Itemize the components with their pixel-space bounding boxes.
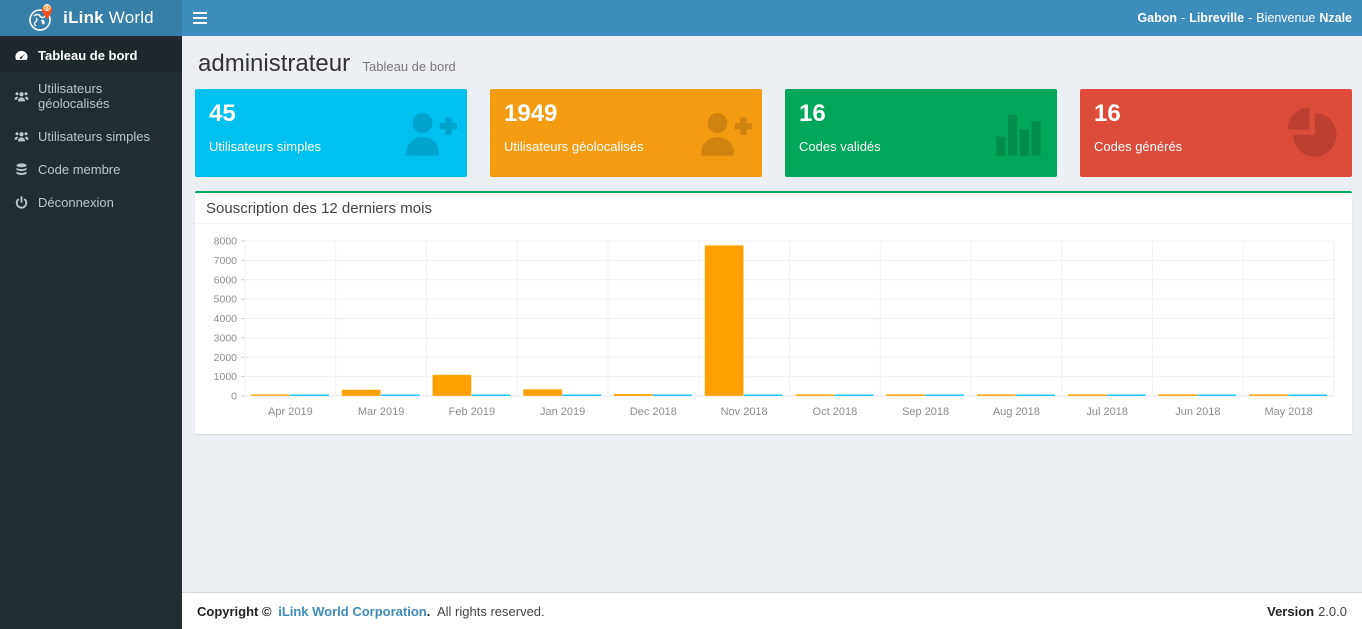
sidebar: Tableau de bord Utilisateurs géolocalisé… (0, 36, 182, 629)
brand-title: iLink World (63, 8, 154, 28)
navbar-greeting: Bienvenue (1256, 11, 1316, 25)
database-icon (16, 163, 27, 176)
svg-text:Oct 2018: Oct 2018 (813, 406, 858, 418)
svg-text:Jul 2018: Jul 2018 (1086, 406, 1128, 418)
users-icon (14, 91, 29, 101)
stat-label: Utilisateurs simples (209, 139, 321, 155)
stat-cards-row: 45 Utilisateurs simples 1949 Utilisateur… (195, 89, 1352, 177)
brand-light: World (108, 8, 154, 27)
footer-version: Version 2.0.0 (1267, 603, 1347, 619)
svg-text:$: $ (46, 6, 49, 12)
stat-value: 1949 (504, 100, 558, 127)
sidebar-item-label: Code membre (38, 162, 121, 177)
sidebar-item-utilisateurs-geolocalises[interactable]: Utilisateurs géolocalisés (0, 72, 182, 120)
sidebar-item-label: Utilisateurs simples (38, 129, 150, 144)
sidebar-item-code-membre[interactable]: Code membre (0, 153, 182, 186)
sidebar-item-label: Déconnexion (38, 195, 114, 210)
page-title: administrateur (198, 50, 351, 77)
sidebar-toggle-button[interactable] (182, 0, 226, 36)
stat-value: 16 (1094, 100, 1121, 127)
hamburger-icon (193, 11, 207, 15)
footer: Copyright © iLink World Corporation. All… (182, 592, 1362, 629)
separator: - (1181, 11, 1186, 25)
stat-label: Codes générés (1094, 139, 1183, 155)
panel-title: Souscription des 12 derniers mois (195, 193, 1352, 224)
svg-text:Jun 2018: Jun 2018 (1175, 406, 1220, 418)
panel-accent-border (195, 191, 1352, 193)
svg-text:Sep 2018: Sep 2018 (902, 406, 949, 418)
navbar-country: Gabon (1137, 11, 1178, 25)
stat-card-utilisateurs-geolocalises: 1949 Utilisateurs géolocalisés (490, 89, 762, 177)
footer-copyright-prefix: Copyright © (197, 603, 272, 619)
stat-card-codes-valides: 16 Codes validés (785, 89, 1057, 177)
navbar-user-info: Gabon - Libreville - Bienvenue Nzale (1137, 11, 1362, 25)
separator: - (1248, 11, 1253, 25)
subscription-bar-chart: 0 1000 2000 3000 4000 5000 6000 7000 8000 Apr 201… (205, 232, 1342, 424)
svg-text:2000: 2000 (214, 352, 238, 364)
user-plus-icon (701, 113, 752, 156)
page-header: administrateur Tableau de bord (195, 50, 1352, 78)
subscription-panel: Souscription des 12 derniers mois 0 1000 2… (195, 191, 1352, 434)
top-navbar: $ iLink World Gabon - Libreville - Bienv… (0, 0, 1362, 36)
footer-company-link[interactable]: iLink World Corporation (278, 603, 427, 619)
user-plus-icon (406, 113, 457, 156)
pie-chart-icon (1287, 107, 1337, 157)
sidebar-item-label: Utilisateurs géolocalisés (38, 81, 110, 111)
footer-rights-text: All rights reserved. (436, 603, 545, 619)
svg-text:0: 0 (231, 391, 237, 403)
power-icon (15, 196, 28, 209)
svg-text:7000: 7000 (214, 255, 238, 267)
sidebar-item-utilisateurs-simples[interactable]: Utilisateurs simples (0, 120, 182, 153)
navbar: Gabon - Libreville - Bienvenue Nzale (182, 0, 1362, 36)
svg-text:Dec 2018: Dec 2018 (630, 406, 677, 418)
svg-text:5000: 5000 (214, 294, 238, 306)
stat-card-utilisateurs-simples: 45 Utilisateurs simples (195, 89, 467, 177)
svg-text:Jan 2019: Jan 2019 (540, 406, 585, 418)
svg-text:Nov 2018: Nov 2018 (721, 406, 768, 418)
svg-text:4000: 4000 (214, 313, 238, 325)
svg-text:Apr 2019: Apr 2019 (268, 406, 313, 418)
navbar-city: Libreville (1189, 11, 1245, 25)
users-icon (14, 132, 29, 142)
footer-copyright: Copyright © iLink World Corporation. All… (197, 603, 545, 619)
brand-bold: iLink (63, 8, 104, 27)
svg-text:8000: 8000 (214, 236, 238, 248)
page-subtitle: Tableau de bord (362, 59, 456, 74)
svg-text:Aug 2018: Aug 2018 (993, 406, 1040, 418)
stat-label: Codes validés (799, 139, 881, 155)
bar-chart-icon (996, 114, 1041, 156)
svg-text:Feb 2019: Feb 2019 (449, 406, 495, 418)
svg-text:1000: 1000 (214, 371, 238, 383)
stat-card-codes-generes: 16 Codes générés (1080, 89, 1352, 177)
sidebar-item-label: Tableau de bord (38, 48, 138, 63)
stat-value: 16 (799, 100, 826, 127)
svg-text:6000: 6000 (214, 274, 238, 286)
main-content: administrateur Tableau de bord 45 Utilis… (182, 36, 1362, 592)
sidebar-item-deconnexion[interactable]: Déconnexion (0, 186, 182, 219)
svg-text:Mar 2019: Mar 2019 (358, 406, 404, 418)
dashboard-icon (15, 50, 28, 60)
navbar-username: Nzale (1319, 11, 1352, 25)
svg-text:3000: 3000 (214, 332, 238, 344)
brand-logo[interactable]: $ iLink World (0, 0, 182, 36)
stat-label: Utilisateurs géolocalisés (504, 139, 644, 155)
globe-pin-icon: $ (29, 4, 53, 31)
sidebar-item-tableau-de-bord[interactable]: Tableau de bord (0, 39, 182, 72)
svg-text:May 2018: May 2018 (1264, 406, 1312, 418)
stat-value: 45 (209, 100, 236, 127)
